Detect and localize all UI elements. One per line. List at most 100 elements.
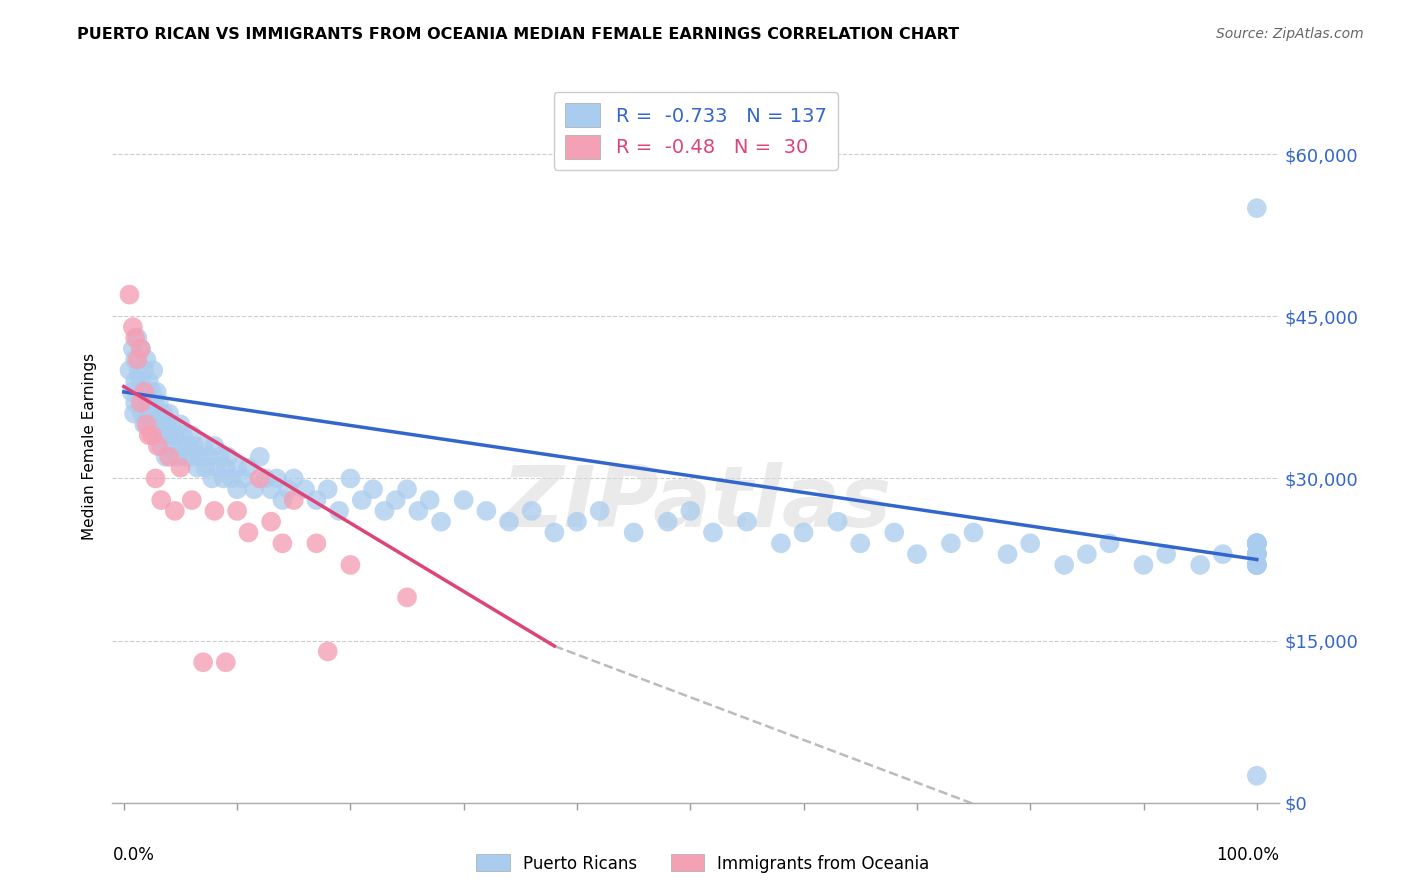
Point (217, 450, 239, 464)
Point (565, 515, 588, 529)
Point (163, 504, 186, 518)
Point (453, 493, 475, 508)
Point (124, 396, 146, 410)
Point (1246, 547, 1268, 561)
Point (134, 417, 156, 432)
Point (679, 504, 702, 518)
Point (254, 471, 277, 485)
Point (122, 407, 145, 421)
Point (226, 504, 249, 518)
Point (623, 525, 645, 540)
Point (350, 493, 373, 508)
Point (191, 655, 214, 669)
Point (136, 407, 159, 421)
Point (205, 460, 228, 475)
Point (124, 352, 146, 367)
Point (156, 417, 179, 432)
Point (1246, 547, 1268, 561)
Point (1246, 547, 1268, 561)
Point (226, 460, 249, 475)
Point (316, 482, 339, 496)
Legend: R =  -0.733   N = 137, R =  -0.48   N =  30: R = -0.733 N = 137, R = -0.48 N = 30 (554, 92, 838, 170)
Point (118, 363, 141, 377)
Point (1132, 558, 1154, 572)
Point (277, 482, 299, 496)
Point (155, 450, 177, 464)
Point (361, 482, 384, 496)
Point (186, 460, 208, 475)
Point (183, 439, 205, 453)
Point (260, 515, 283, 529)
Point (148, 396, 170, 410)
Point (142, 363, 165, 377)
Point (177, 439, 200, 453)
Point (127, 352, 149, 367)
Point (169, 439, 191, 453)
Point (249, 450, 271, 464)
Text: 100.0%: 100.0% (1216, 846, 1279, 863)
Point (138, 374, 160, 388)
Point (1098, 536, 1121, 550)
Point (128, 384, 150, 399)
Point (1246, 558, 1268, 572)
Point (1212, 547, 1234, 561)
Point (221, 471, 243, 485)
Point (134, 396, 156, 410)
Point (152, 407, 174, 421)
Point (169, 460, 191, 475)
Point (174, 450, 197, 464)
Point (498, 515, 520, 529)
Point (939, 536, 962, 550)
Point (1076, 547, 1098, 561)
Point (283, 493, 305, 508)
Point (849, 536, 872, 550)
Point (271, 536, 294, 550)
Point (1246, 558, 1268, 572)
Point (294, 482, 316, 496)
Point (166, 450, 188, 464)
Point (793, 525, 815, 540)
Point (1019, 536, 1042, 550)
Point (430, 515, 453, 529)
Point (141, 407, 163, 421)
Point (157, 428, 180, 442)
Point (131, 407, 153, 421)
Point (1246, 558, 1268, 572)
Point (305, 536, 328, 550)
Text: 0.0%: 0.0% (112, 846, 155, 863)
Point (1189, 558, 1212, 572)
Legend: Puerto Ricans, Immigrants from Oceania: Puerto Ricans, Immigrants from Oceania (470, 847, 936, 880)
Point (226, 482, 249, 496)
Point (194, 460, 217, 475)
Point (149, 417, 172, 432)
Point (657, 515, 679, 529)
Point (209, 450, 232, 464)
Point (1246, 547, 1268, 561)
Point (543, 525, 565, 540)
Point (238, 525, 260, 540)
Point (373, 504, 395, 518)
Point (408, 504, 430, 518)
Point (134, 363, 156, 377)
Point (339, 558, 361, 572)
Point (180, 428, 202, 442)
Point (124, 374, 146, 388)
Point (135, 417, 157, 432)
Point (145, 417, 167, 432)
Point (135, 352, 157, 367)
Point (212, 471, 235, 485)
Point (146, 407, 169, 421)
Point (204, 439, 226, 453)
Point (150, 439, 173, 453)
Point (702, 525, 724, 540)
Point (122, 320, 145, 334)
Point (520, 504, 543, 518)
Point (769, 536, 792, 550)
Point (266, 471, 288, 485)
Point (396, 591, 419, 605)
Point (1246, 536, 1268, 550)
Point (260, 482, 283, 496)
Point (271, 493, 294, 508)
Point (328, 504, 350, 518)
Point (180, 493, 202, 508)
